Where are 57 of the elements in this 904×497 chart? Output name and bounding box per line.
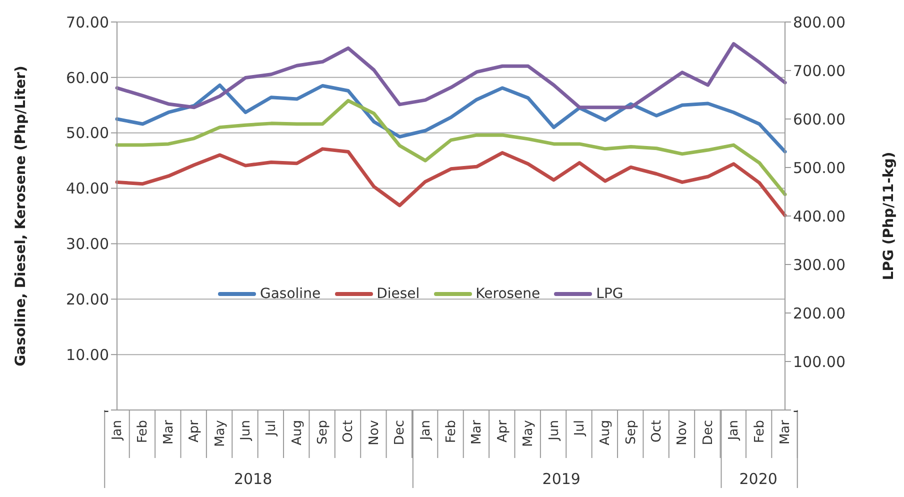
legend-label: Gasoline <box>260 286 321 302</box>
legend-label: Diesel <box>376 286 420 302</box>
x-tick-label: Jul <box>264 420 280 437</box>
x-tick-label: Oct <box>341 420 356 442</box>
x-tick-label: Feb <box>752 420 768 444</box>
x-tick-label: May <box>212 420 228 447</box>
x-tick-label: Aug <box>290 420 305 446</box>
x-tick-label: Nov <box>675 420 690 446</box>
y-tick-label: 20.00 <box>66 290 109 308</box>
x-tick-label: Feb <box>136 420 151 444</box>
x-tick-label: Nov <box>366 420 382 446</box>
y-tick-label: 60.00 <box>66 68 109 87</box>
x-tick-label: May <box>521 420 536 447</box>
x-tick-label: Feb <box>444 420 459 444</box>
y2-axis-title: LPG (Php/11-kg) <box>880 152 897 280</box>
x-tick-label: Apr <box>187 419 202 442</box>
x-tick-label: Dec <box>700 420 716 446</box>
x-tick-label: Sep <box>316 420 331 445</box>
x-tick-label: Mar <box>161 419 176 445</box>
x-tick-label: Jun <box>546 420 562 442</box>
line-series <box>115 98 787 196</box>
y2-tick-label: - <box>793 401 798 420</box>
y-tick-label: 50.00 <box>66 124 109 142</box>
y2-tick-label: 200.00 <box>793 304 846 322</box>
x-tick-label: Jun <box>238 420 254 442</box>
y2-tick-label: 800.00 <box>793 13 846 32</box>
x-tick-label: Jan <box>110 420 125 442</box>
legend-label: Kerosene <box>476 286 540 302</box>
x-tick-label: Oct <box>650 420 665 442</box>
y-tick-label: 30.00 <box>66 235 109 254</box>
line-series <box>115 147 787 218</box>
legend-label: LPG <box>596 286 624 302</box>
x-tick-label: Mar <box>778 419 793 445</box>
text: 2019 <box>542 470 580 488</box>
y2-tick-label: 700.00 <box>793 62 846 80</box>
x-tick-label: Sep <box>624 420 639 445</box>
y-tick-label: 40.00 <box>66 180 109 198</box>
x-tick-label: Jul <box>572 420 588 437</box>
y-tick-label: 10.00 <box>66 346 109 364</box>
text: 2018 <box>234 470 272 488</box>
y2-tick-label: 500.00 <box>793 158 846 177</box>
text: 2020 <box>739 470 778 488</box>
x-tick-label: Jan <box>726 420 742 442</box>
y2-tick-label: 400.00 <box>793 207 846 226</box>
line-series <box>115 83 787 154</box>
x-tick-label: Apr <box>495 419 510 442</box>
x-tick-label: Aug <box>598 420 614 446</box>
x-tick-label: Jan <box>418 420 434 442</box>
x-tick-label: Dec <box>392 420 408 446</box>
y2-tick-label: 100.00 <box>793 352 846 371</box>
y-tick-label: - <box>104 401 109 420</box>
y-tick-label: 70.00 <box>66 13 109 32</box>
y-axis-title: Gasoline, Diesel, Kerosene (Php/Liter) <box>12 66 29 366</box>
y2-tick-label: 300.00 <box>793 256 846 274</box>
x-tick-label: Mar <box>470 419 485 445</box>
y2-tick-label: 600.00 <box>793 110 846 128</box>
line-series <box>115 42 787 110</box>
